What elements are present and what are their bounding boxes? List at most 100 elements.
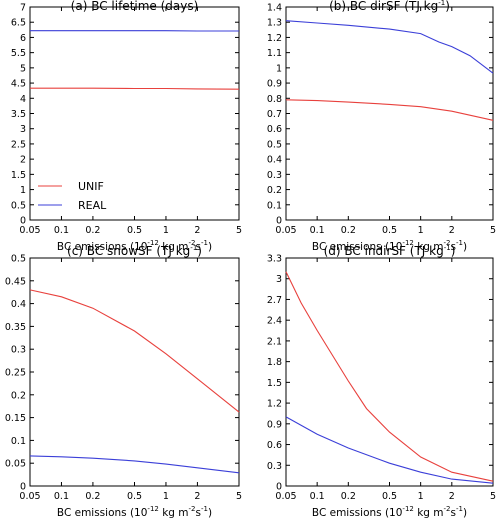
panel-d: 0 0.3 0.6 0.9 1.2 1.5 1.8 2.1 2.4 2.7 3 3.3 0.05 0.1 0…: [267, 244, 496, 519]
x-tick-label: 0.2: [85, 491, 100, 502]
y-tick-label: 0.3: [11, 345, 26, 356]
legend: UNIF REAL: [38, 180, 107, 212]
y-tick-label: 0.5: [11, 200, 26, 211]
y-tick-label: 1.1: [267, 48, 282, 59]
series-line-real: [285, 416, 494, 484]
y-tick-label: 0.6: [267, 124, 282, 135]
y-tick-label: 0.45: [5, 276, 26, 287]
x-tick-label: 2: [449, 491, 455, 502]
plot-frame: [29, 6, 240, 221]
x-tick-label: 1: [418, 491, 424, 502]
x-tick-label: 2: [194, 491, 200, 502]
x-tick-label: 0.05: [275, 491, 296, 502]
x-axis-label: BC emissions (10-12 kg m-2s-1): [57, 505, 212, 519]
series-line-unif: [29, 289, 240, 413]
legend-label-unif: UNIF: [78, 180, 104, 193]
y-tick-label: 0.8: [267, 94, 282, 105]
x-tick-label: 0.1: [310, 491, 325, 502]
series-line-real: [285, 20, 494, 74]
y-tick-label: 2.7: [267, 295, 282, 306]
x-tick-label: 0.5: [127, 225, 142, 236]
chart-title: (d) BC indirSF (TJ kg-1): [324, 244, 456, 258]
x-axis-label: BC emissions (10-12 kg m-2s-1): [312, 505, 467, 519]
y-tick-label: 3.3: [267, 254, 282, 265]
y-tick-label: 0: [20, 482, 26, 493]
chart-title: (b) BC dirSF (TJ kg-1): [329, 0, 450, 13]
y-tick-label: 1: [276, 63, 282, 74]
x-tick-label: 5: [236, 225, 242, 236]
y-tick-label: 0.05: [5, 459, 26, 470]
chart-title: (a) BC lifetime (days): [71, 0, 199, 13]
y-tick-label: 1.8: [267, 357, 282, 368]
x-tick-label: 0.5: [382, 225, 397, 236]
y-tick-label: 0.4: [11, 299, 26, 310]
y-tick-label: 4: [20, 94, 26, 105]
y-tick-label: 0.25: [5, 368, 26, 379]
x-tick-label: 1: [163, 225, 169, 236]
y-tick-label: 2.4: [267, 316, 282, 327]
series-line-unif: [285, 99, 494, 121]
y-tick-label: 0.9: [267, 79, 282, 90]
y-tick-label: 3.5: [11, 109, 26, 120]
x-axis-label: BC emissions (10-12 kg m-2s-1): [57, 239, 212, 253]
y-tick-label: 5.5: [11, 48, 26, 59]
y-tick-label: 2.1: [267, 336, 282, 347]
y-tick-label: 1: [20, 185, 26, 196]
x-tick-label: 0.5: [127, 491, 142, 502]
y-tick-label: 1.2: [267, 399, 282, 410]
y-tick-label: 2.5: [11, 139, 26, 150]
x-axis-label: BC emissions (10-12 kg m-2s-1): [312, 239, 467, 253]
x-tick-label: 0.2: [341, 225, 356, 236]
y-tick-label: 0.15: [5, 413, 26, 424]
y-tick-label: 0.3: [267, 461, 282, 472]
y-tick-label: 0.7: [267, 109, 282, 120]
x-tick-label: 0.2: [341, 491, 356, 502]
series-line-unif: [30, 87, 240, 90]
x-tick-label: 1: [163, 491, 169, 502]
y-tick-label: 0.9: [267, 419, 282, 430]
plot-frame: [285, 257, 494, 487]
x-tick-label: 0.1: [310, 225, 325, 236]
y-tick-label: 0.1: [267, 200, 282, 211]
x-tick-label: 5: [490, 491, 496, 502]
series-line-real: [29, 455, 240, 474]
y-tick-label: 6.5: [11, 18, 26, 29]
y-tick-label: 3: [276, 274, 282, 285]
panel-b: 0 0.1 0.2 0.3 0.4 0.5 0.6 0.7 0.8 0.9 1 1.1 1.2 1.3 1.…: [267, 0, 496, 253]
y-tick-label: 0.4: [267, 155, 282, 166]
x-tick-label: 2: [449, 225, 455, 236]
y-tick-label: 6: [20, 33, 26, 44]
y-tick-label: 0.1: [11, 436, 26, 447]
y-tick-label: 0.35: [5, 322, 26, 333]
y-tick-label: 1.3: [267, 18, 282, 29]
y-tick-label: 1.5: [11, 170, 26, 181]
legend-label-real: REAL: [78, 199, 107, 212]
series-line-unif: [285, 271, 494, 482]
y-tick-label: 3: [20, 124, 26, 135]
panel-a: 0 0.5 1 1.5 2 2.5 3 3.5 4 4.5 5 5.5 6 6.5 7 0.05 0.1 0.2 0…: [11, 0, 242, 253]
x-tick-label: 0.5: [382, 491, 397, 502]
y-tick-label: 0.2: [11, 390, 26, 401]
y-tick-label: 0.5: [11, 254, 26, 265]
y-tick-label: 7: [20, 3, 26, 14]
y-tick-label: 0.2: [267, 185, 282, 196]
x-tick-label: 0.1: [54, 225, 69, 236]
y-tick-label: 0.6: [267, 440, 282, 451]
y-tick-label: 0.3: [267, 170, 282, 181]
y-tick-label: 1.2: [267, 33, 282, 44]
x-tick-label: 5: [236, 491, 242, 502]
chart-title: (c) BC snowSF (TJ kg-1): [67, 244, 202, 258]
x-tick-label: 0.05: [19, 225, 40, 236]
x-tick-label: 0.1: [54, 491, 69, 502]
x-tick-label: 0.05: [19, 491, 40, 502]
y-tick-label: 2: [20, 155, 26, 166]
y-tick-label: 1.4: [267, 3, 282, 14]
y-tick-label: 1.5: [267, 378, 282, 389]
y-tick-label: 5: [20, 63, 26, 74]
y-tick-label: 0: [20, 216, 26, 227]
panel-c: 00.050.10.150.20.250.30.350.40.450.50.05…: [5, 244, 242, 519]
x-tick-label: 0.2: [85, 225, 100, 236]
x-tick-label: 2: [194, 225, 200, 236]
y-tick-label: 0.5: [267, 139, 282, 150]
